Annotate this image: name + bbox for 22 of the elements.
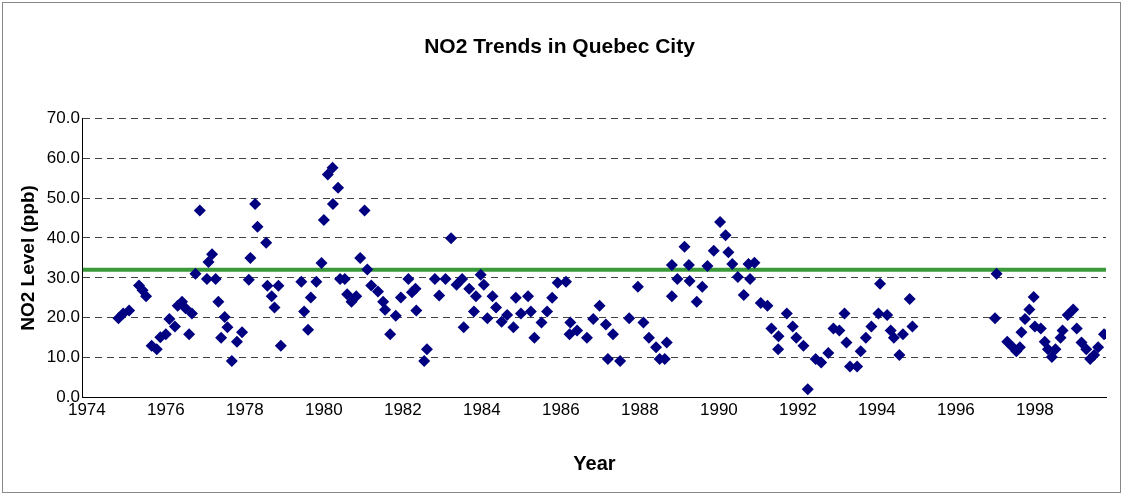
x-tick-label: 1978 <box>225 400 264 420</box>
y-tick-label: 50.0 <box>46 187 80 207</box>
x-tick-label: 1990 <box>699 400 738 420</box>
x-tick-label: 1980 <box>304 400 343 420</box>
x-tick-label: 1992 <box>778 400 817 420</box>
y-tick-label: 60.0 <box>46 147 80 167</box>
x-axis-title: Year <box>573 451 616 474</box>
y-tick-label: 10.0 <box>46 347 80 367</box>
chart-title: NO2 Trends in Quebec City <box>424 34 696 58</box>
x-tick-label: 1976 <box>146 400 185 420</box>
x-tick-label: 1994 <box>857 400 896 420</box>
y-tick-label: 40.0 <box>46 227 80 247</box>
y-tick-label: 70.0 <box>46 107 80 127</box>
x-tick-label: 1996 <box>936 400 975 420</box>
x-tick-label: 1988 <box>620 400 659 420</box>
x-tick-label: 1982 <box>383 400 422 420</box>
y-tick-label: 20.0 <box>46 307 80 327</box>
x-tick-label: 1984 <box>462 400 501 420</box>
y-axis-title: NO2 Level (ppb) <box>16 185 38 331</box>
x-tick-label: 1986 <box>541 400 580 420</box>
x-tick-label: 1998 <box>1015 400 1054 420</box>
y-tick-label: 30.0 <box>46 267 80 287</box>
